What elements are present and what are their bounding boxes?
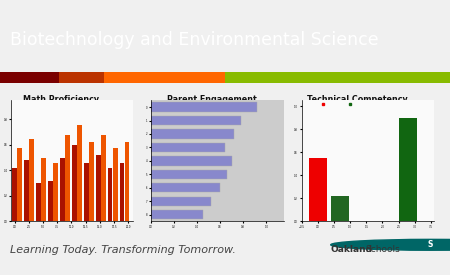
Bar	[65, 135, 70, 221]
Bar	[151, 102, 257, 112]
Bar	[72, 145, 76, 221]
Text: CIP Goals 1.1, 2.1, 3.1: CIP Goals 1.1, 2.1, 3.1	[28, 114, 93, 119]
Bar	[77, 125, 82, 221]
Bar	[151, 170, 227, 179]
Text: Technical Competency: Technical Competency	[307, 95, 408, 104]
Bar	[151, 210, 202, 219]
Bar	[18, 147, 22, 221]
Bar	[332, 196, 349, 221]
Bar	[125, 142, 130, 221]
Bar	[48, 181, 53, 221]
Bar	[89, 142, 94, 221]
Bar	[225, 72, 450, 82]
Bar	[151, 197, 211, 206]
Bar	[41, 158, 46, 221]
Text: Biotechnology and Environmental Science: Biotechnology and Environmental Science	[10, 31, 378, 49]
Bar	[104, 72, 225, 82]
Bar	[120, 163, 124, 221]
Text: S: S	[427, 240, 432, 249]
Bar	[84, 163, 89, 221]
Text: Learning Today. Transforming Tomorrow.: Learning Today. Transforming Tomorrow.	[10, 245, 236, 255]
Text: Oakland: Oakland	[331, 245, 373, 254]
Bar	[151, 116, 241, 125]
Bar	[113, 147, 117, 221]
Bar	[309, 158, 327, 221]
Bar	[108, 168, 112, 221]
Bar	[0, 72, 58, 82]
Text: CIP Goals 1.1, 2.1, 3.1: CIP Goals 1.1, 2.1, 3.1	[325, 114, 390, 119]
Bar	[151, 183, 220, 192]
Bar	[12, 168, 17, 221]
Bar	[151, 156, 232, 166]
Bar	[29, 139, 34, 221]
Bar	[101, 135, 106, 221]
Bar	[96, 155, 100, 221]
Bar	[36, 183, 41, 221]
Bar	[400, 118, 417, 221]
Text: Parent Engagement: Parent Engagement	[166, 95, 256, 104]
Bar	[24, 160, 29, 221]
Text: Math Proficiency: Math Proficiency	[22, 95, 99, 104]
Circle shape	[331, 239, 450, 250]
Bar	[53, 163, 58, 221]
Bar	[58, 72, 104, 82]
Text: Schools: Schools	[365, 245, 400, 254]
Bar	[151, 129, 234, 139]
Text: CIP Goals 1.1, 2.1, 3.1, 4.1: CIP Goals 1.1, 2.1, 3.1, 4.1	[172, 114, 251, 119]
Bar	[60, 158, 65, 221]
Bar	[151, 143, 225, 152]
